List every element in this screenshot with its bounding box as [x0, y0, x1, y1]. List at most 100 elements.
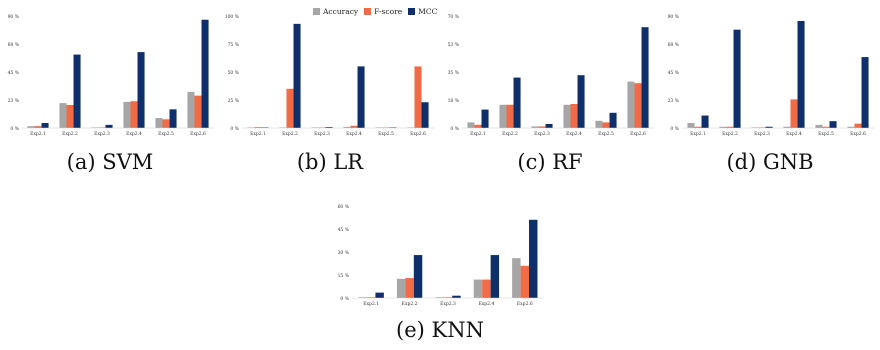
bar-fscore [405, 278, 414, 298]
x-tick-label: Exp2.6 [630, 131, 646, 137]
panel-svm: 0 % 23 % 45 % 68 % 90 % Exp2.1 Exp2.2 Exp2.3 Exp… [0, 0, 220, 180]
bar-fscore [570, 104, 578, 128]
bar-fscore [443, 297, 453, 298]
bar-accuracy [396, 278, 406, 298]
y-tick-label: 23 % [8, 98, 20, 104]
bar-accuracy [751, 127, 759, 128]
x-tick-label: Exp2.5 [158, 131, 174, 137]
y-tick-label: 50 % [228, 70, 240, 76]
caption-svm: (a) SVM [66, 150, 154, 174]
x-tick-label: Exp2.1 [363, 301, 379, 307]
x-tick-label: Exp2.5 [598, 131, 614, 137]
bar-accuracy [783, 126, 791, 128]
y-tick-label: 35 % [448, 70, 460, 76]
bar-accuracy [815, 124, 823, 128]
x-tick-label: Exp2.4 [786, 131, 802, 137]
bar-mcc [137, 52, 145, 128]
bar-accuracy [467, 122, 475, 128]
bar-accuracy [847, 126, 855, 128]
x-tick-label: Exp2.6 [410, 131, 426, 137]
bar-mcc [765, 126, 773, 128]
y-tick-label: 0 % [450, 126, 459, 132]
x-tick-label: Exp2.6 [517, 301, 533, 307]
bar-mcc [545, 124, 553, 128]
y-tick-label: 30 % [338, 250, 350, 256]
y-tick-label: 45 % [8, 70, 20, 76]
legend-swatch-fscore [364, 7, 372, 15]
bar-accuracy [27, 126, 35, 128]
chart-rf: 0 % 18 % 35 % 53 % 70 % Exp2.1 Exp2.2 Exp2.3 Exp… [448, 14, 654, 137]
bar-mcc [169, 109, 177, 128]
bar-fscore [130, 101, 138, 128]
bar-fscore [474, 124, 482, 128]
bar-fscore [822, 126, 830, 128]
bar-mcc [375, 292, 384, 298]
y-tick-label: 45 % [338, 227, 350, 233]
bar-fscore [520, 265, 530, 298]
bar-fscore [194, 95, 202, 128]
y-tick-label: 0 % [670, 126, 679, 132]
chart-svm: 0 % 23 % 45 % 68 % 90 % Exp2.1 Exp2.2 Exp2.3 Exp… [8, 14, 214, 137]
bar-mcc [829, 121, 837, 128]
bar-fscore [162, 119, 170, 128]
panel-knn: 0 % 15 % 30 % 45 % 60 % Exp2.1 Exp2.2 Exp2.3 Exp… [330, 190, 550, 350]
bar-accuracy [687, 123, 695, 128]
bar-mcc [452, 295, 461, 298]
y-tick-label: 45 % [668, 70, 680, 76]
bar-accuracy [155, 118, 163, 128]
bar-fscore [254, 127, 262, 128]
y-tick-label: 0 % [340, 296, 349, 302]
bar-fscore [66, 104, 74, 128]
bar-mcc [201, 19, 209, 128]
bar-accuracy [531, 126, 539, 128]
bar-mcc [733, 29, 741, 128]
bar-fscore [482, 279, 491, 298]
y-tick-label: 90 % [8, 14, 20, 20]
x-tick-label: Exp2.2 [62, 131, 78, 137]
x-tick-label: Exp2.2 [502, 131, 518, 137]
bar-accuracy [499, 104, 507, 128]
bar-mcc [641, 27, 649, 129]
x-tick-label: Exp2.2 [282, 131, 298, 137]
y-tick-label: 100 % [225, 14, 240, 20]
bar-mcc [325, 127, 333, 128]
bar-mcc [41, 123, 49, 128]
chart-gnb: 0 % 23 % 45 % 68 % 90 % Exp2.1 Exp2.2 Exp2.3 Exp… [668, 14, 874, 137]
bar-fscore [34, 126, 42, 128]
y-tick-label: 60 % [338, 204, 350, 210]
y-tick-label: 0 % [10, 126, 19, 132]
bar-accuracy [719, 126, 727, 128]
y-tick-label: 70 % [448, 14, 460, 20]
bar-mcc [609, 112, 617, 128]
x-tick-label: Exp2.1 [690, 131, 706, 137]
x-tick-label: Exp2.2 [402, 301, 418, 307]
bar-fscore [350, 125, 358, 128]
bar-fscore [414, 66, 422, 128]
x-tick-label: Exp2.4 [126, 131, 142, 137]
x-tick-label: Exp2.1 [470, 131, 486, 137]
panel-gnb: 0 % 23 % 45 % 68 % 90 % Exp2.1 Exp2.2 Exp2.3 Exp… [660, 0, 880, 180]
bar-accuracy [563, 104, 571, 128]
x-tick-label: Exp2.6 [850, 131, 866, 137]
x-tick-label: Exp2.5 [378, 131, 394, 137]
y-tick-label: 68 % [668, 42, 680, 48]
y-tick-label: 25 % [228, 98, 240, 104]
caption-knn: (e) KNN [396, 318, 484, 342]
bar-accuracy [473, 279, 483, 298]
bar-fscore [790, 99, 798, 128]
y-tick-label: 90 % [668, 14, 680, 20]
bar-accuracy [627, 81, 635, 128]
legend-label-mcc: MCC [418, 6, 438, 16]
bar-mcc [105, 124, 113, 128]
y-tick-label: 53 % [448, 42, 460, 48]
bar-mcc [797, 20, 805, 129]
legend-swatch-accuracy [313, 7, 320, 15]
bar-accuracy [435, 297, 444, 298]
bar-accuracy [512, 258, 521, 298]
y-tick-label: 23 % [668, 98, 680, 104]
x-tick-label: Exp2.4 [566, 131, 582, 137]
bar-mcc [413, 255, 423, 298]
bar-fscore [98, 127, 106, 128]
caption-gnb: (d) GNB [726, 150, 814, 174]
bar-fscore [538, 126, 546, 128]
